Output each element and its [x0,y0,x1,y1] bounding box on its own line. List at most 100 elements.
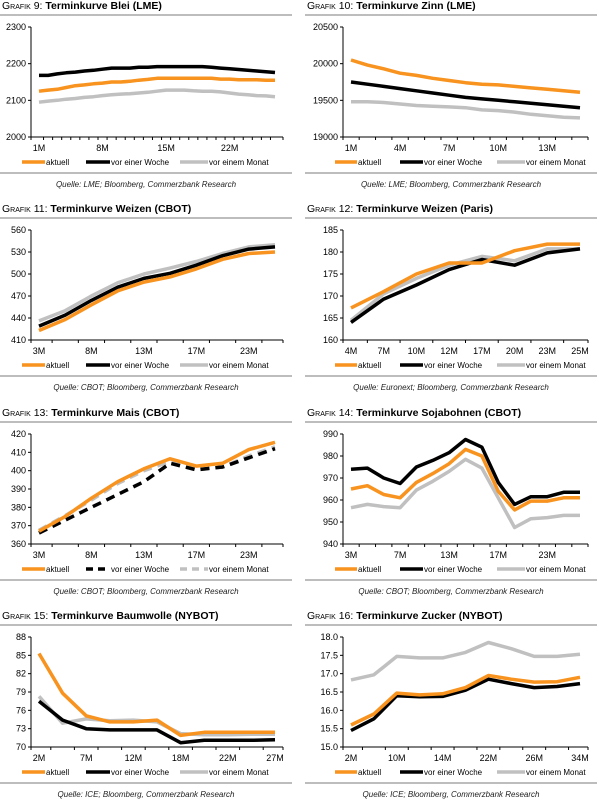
x-tick-label: 15M [157,143,175,153]
series-line-woche [350,677,581,733]
x-tick-label: 3M [33,550,46,560]
y-tick-label: 370 [11,521,26,531]
source-note: Quelle: CBOT; Bloomberg, Commerzbank Res… [53,383,239,392]
series-line-monat [349,247,580,322]
series-line-aktuell [350,447,580,512]
chart-title-text: Terminkurve Zinn (LME) [353,0,476,12]
y-tick-label: 990 [323,429,338,439]
title-divider [305,624,597,626]
legend-label: aktuell [358,565,381,574]
x-tick-label: 13M [135,346,153,356]
chart-title: Grafik 13: Terminkurve Mais (CBOT) [2,407,179,419]
y-tick-label: 160 [323,335,338,345]
line-chart: 70 73 76 79 82 85 88 2M 7M 12M 18M 22M 27M aktuell vor… [16,632,284,777]
series-line-monat [38,88,276,104]
y-tick-label: 410 [11,335,26,345]
chart-panel: Grafik 14: Terminkurve Sojabohnen (CBOT)… [305,407,597,607]
footer-divider [0,579,292,581]
legend-label: aktuell [358,768,381,777]
chart-panel: Grafik 12: Terminkurve Weizen (Paris) 160… [305,203,597,403]
x-tick-label: 22M [219,753,237,763]
chart-title-text: Terminkurve Baumwolle (NYBOT) [48,610,219,622]
chart-title: Grafik 15: Terminkurve Baumwolle (NYBOT) [2,610,218,622]
legend-label: vor einer Woche [424,768,483,777]
y-tick-label: 165 [323,313,338,323]
y-tick-label: 19000 [313,132,338,142]
y-tick-label: 17.0 [320,669,338,679]
legend-label: vor einer Woche [424,158,483,167]
legend-label: aktuell [46,768,69,777]
x-tick-label: 17M [489,550,507,560]
footer-divider [0,782,292,784]
source-note: Quelle: ICE; Bloomberg, Commerzbank Rese… [362,790,540,799]
source-note: Quelle: LME; Bloomberg, Commerzbank Rese… [55,180,237,189]
y-tick-label: 2300 [6,22,26,32]
footer-divider [0,375,292,377]
y-tick-label: 16.5 [320,687,338,697]
series-line-monat [351,100,581,120]
x-tick-label: 34M [571,753,589,763]
x-tick-label: 12M [125,753,143,763]
legend-label: vor einem Monat [526,565,586,574]
x-tick-label: 14M [434,753,452,763]
title-divider [0,217,292,219]
source-note: Quelle: CBOT; Bloomberg, Commerzbank Res… [358,587,544,596]
chart-number: Grafik 14: [307,407,354,419]
series-line-aktuell [350,242,580,310]
chart-number: Grafik 13: [2,407,49,419]
series-line-monat [38,445,276,532]
legend-label: aktuell [46,361,69,370]
x-tick-label: 23M [539,346,557,356]
legend-label: vor einem Monat [209,158,269,167]
footer-divider [0,172,292,174]
chart-title: Grafik 9: Terminkurve Blei (LME) [2,0,162,12]
title-divider [0,14,292,16]
y-tick-label: 180 [323,247,338,257]
y-tick-label: 410 [11,447,26,457]
y-tick-label: 20000 [313,59,338,69]
line-chart: 160 165 170 175 180 185 4M 7M 10M 12M 17M 20M 23M 25M… [323,225,589,370]
y-tick-label: 360 [11,539,26,549]
x-tick-label: 4M [394,143,407,153]
series-line-woche [350,80,581,110]
y-tick-label: 2200 [6,59,26,69]
y-tick-label: 560 [11,225,26,235]
y-tick-label: 2100 [6,95,26,105]
y-tick-label: 950 [323,517,338,527]
legend-label: aktuell [46,158,69,167]
y-tick-label: 960 [323,495,338,505]
y-tick-label: 2000 [6,132,26,142]
y-tick-label: 15.5 [320,724,338,734]
title-divider [305,14,597,16]
legend-label: vor einer Woche [424,361,483,370]
footer-divider [305,579,597,581]
x-tick-label: 1M [33,143,46,153]
x-tick-label: 20M [506,346,524,356]
x-tick-label: 23M [240,550,258,560]
series-line-aktuell [38,76,275,93]
y-tick-label: 85 [16,650,26,660]
series-line-aktuell [37,652,275,738]
line-chart: 2000 2100 2200 2300 1M 8M 15M 22M aktuell vor ein… [6,22,284,167]
source-note: Quelle: Euronext; Bloomberg, Commerzbank… [353,383,549,392]
series-line-aktuell [350,673,581,727]
chart-number: Grafik 9: [2,0,43,12]
x-tick-label: 7M [394,550,407,560]
x-tick-label: 13M [135,550,153,560]
x-tick-label: 23M [539,550,557,560]
x-tick-label: 23M [240,346,258,356]
x-tick-label: 13M [539,143,557,153]
y-tick-label: 20500 [313,22,338,32]
series-line-woche [38,245,276,328]
series-line-woche [39,64,276,78]
chart-title: Grafik 16: Terminkurve Zucker (NYBOT) [307,610,502,622]
title-divider [0,624,292,626]
series-line-monat [350,457,580,530]
series-line-woche [37,699,276,745]
chart-panel: Grafik 13: Terminkurve Mais (CBOT) 360 370… [0,407,292,607]
y-tick-label: 400 [11,466,26,476]
legend-label: vor einem Monat [209,565,269,574]
y-tick-label: 170 [323,291,338,301]
series-line-aktuell [350,58,581,95]
chart-title-text: Terminkurve Weizen (CBOT) [47,203,192,215]
